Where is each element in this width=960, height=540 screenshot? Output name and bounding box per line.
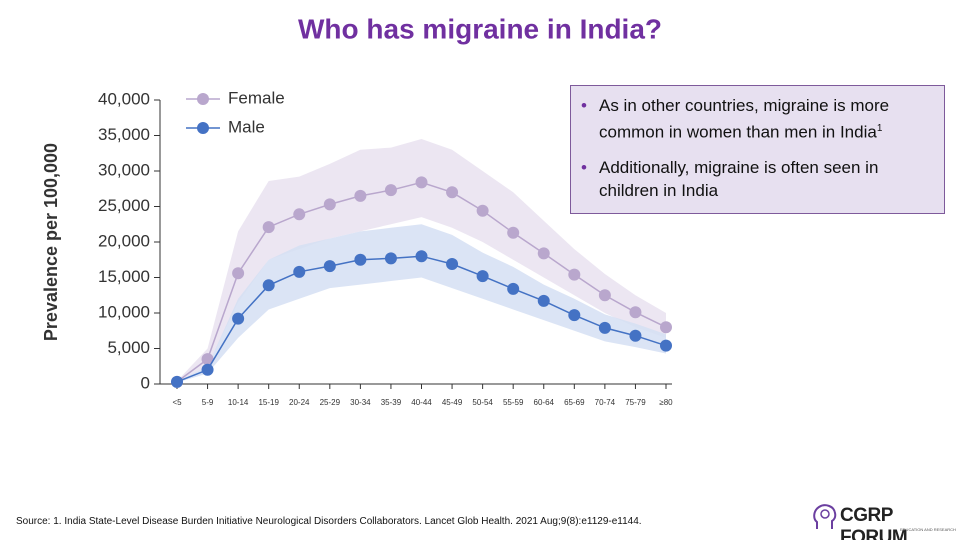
data-point [446,258,459,271]
data-point [476,270,489,283]
data-point [323,198,336,211]
x-tick-label: 5-9 [202,398,214,407]
x-tick-label: 40-44 [411,398,432,407]
bullet-text: Additionally, migraine is often seen in … [599,157,879,200]
data-point [262,221,275,234]
x-tick-label: 70-74 [595,398,616,407]
legend-label: Male [228,117,265,136]
x-tick-label: 35-39 [381,398,402,407]
x-tick-label: 50-54 [472,398,493,407]
x-tick-label: 45-49 [442,398,463,407]
x-tick-label: 55-59 [503,398,524,407]
x-tick-label: 25-29 [320,398,341,407]
data-point [476,204,489,217]
superscript: 1 [876,123,883,134]
x-tick-label: <5 [172,398,182,407]
y-axis-label: Prevalence per 100,000 [41,143,61,341]
data-point [201,353,214,366]
y-tick-label: 20,000 [98,231,150,250]
bullet: As in other countries, migraine is more … [581,94,932,144]
data-point [660,321,672,334]
data-point [629,306,642,319]
data-point [598,321,611,334]
data-point [537,247,550,260]
y-tick-label: 15,000 [98,267,150,286]
data-point [232,267,245,280]
y-tick-label: 5,000 [107,338,150,357]
data-point [598,289,611,302]
y-tick-label: 10,000 [98,302,150,321]
data-point [568,268,581,281]
callout-box: As in other countries, migraine is more … [570,85,945,214]
uncertainty-band [177,139,666,383]
bullet-text: As in other countries, migraine is more … [599,96,890,142]
data-point [232,312,245,325]
data-point [354,189,367,202]
data-point [415,250,428,263]
uncertainty-band [177,224,666,383]
x-tick-label: 10-14 [228,398,249,407]
x-tick-label: 65-69 [564,398,585,407]
data-point [171,375,183,388]
legend-label: Female [228,88,285,107]
brain-icon [820,509,830,519]
data-point [660,339,672,352]
y-tick-label: 25,000 [98,196,150,215]
x-tick-label: 30-34 [350,398,371,407]
data-point [384,252,397,265]
y-tick-label: 35,000 [98,125,150,144]
data-point [507,226,520,239]
legend-marker [197,93,209,105]
data-point [293,208,306,221]
data-point [629,329,642,342]
data-point [568,309,581,322]
chart-title: Who has migraine in India? [298,13,662,44]
logo-subtitle: EDUCATION AND RESEARCH [900,527,956,532]
data-point [201,363,214,376]
data-point [354,253,367,266]
data-point [446,186,459,199]
y-tick-label: 0 [141,373,150,392]
logo-icon [813,504,837,529]
bullet: Additionally, migraine is often seen in … [581,156,932,202]
data-point [384,184,397,197]
source-note: Source: 1. India State-Level Disease Bur… [16,516,642,527]
data-point [323,260,336,273]
logo-text: CGRP FORUM [840,505,908,540]
x-tick-label: 75-79 [625,398,646,407]
data-point [293,265,306,278]
bullet-list: As in other countries, migraine is more … [581,94,932,202]
data-point [537,294,550,307]
x-tick-label: 20-24 [289,398,310,407]
x-tick-label: 15-19 [258,398,279,407]
data-point [262,279,275,292]
data-point [415,176,428,189]
x-tick-label: ≥80 [659,398,673,407]
y-tick-label: 40,000 [98,89,150,108]
legend-marker [197,122,209,134]
head-outline [813,504,837,529]
x-tick-label: 60-64 [534,398,555,407]
data-point [507,282,520,295]
y-tick-label: 30,000 [98,160,150,179]
